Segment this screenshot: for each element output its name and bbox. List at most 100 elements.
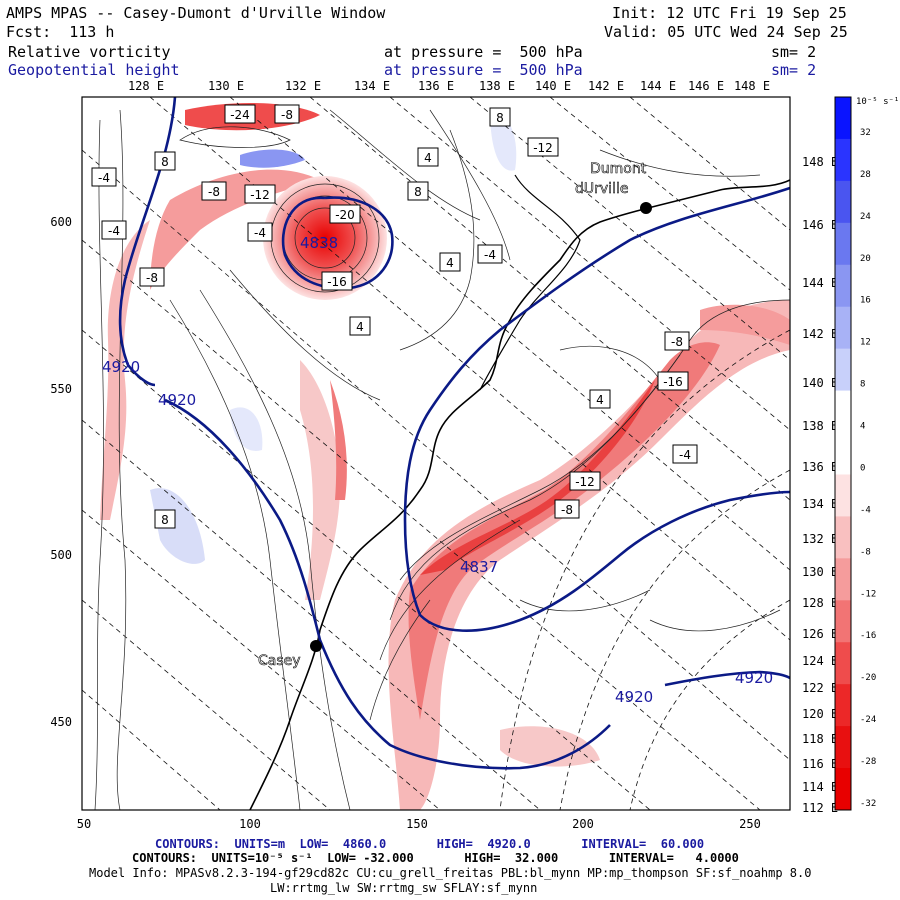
svg-text:-8: -8 bbox=[208, 185, 220, 199]
svg-text:132 E: 132 E bbox=[802, 532, 838, 546]
svg-text:-16: -16 bbox=[663, 375, 683, 389]
colorbar-label: -32 bbox=[860, 799, 876, 809]
svg-text:130 E: 130 E bbox=[208, 79, 244, 93]
vort-label: -4 bbox=[91, 167, 117, 187]
station-casey: Casey bbox=[258, 640, 322, 669]
svg-text:600: 600 bbox=[50, 215, 72, 229]
footer-contours-height: CONTOURS: UNITS=m LOW= 4860.0 HIGH= 4920… bbox=[155, 837, 705, 851]
svg-text:114 E: 114 E bbox=[802, 780, 838, 794]
vort-label: 8 bbox=[154, 509, 176, 529]
var1-smoothing: sm= 2 bbox=[771, 43, 817, 61]
svg-text:126 E: 126 E bbox=[802, 627, 838, 641]
colorbar-swatch bbox=[835, 97, 851, 140]
svg-text:-12: -12 bbox=[250, 188, 270, 202]
svg-text:116 E: 116 E bbox=[802, 757, 838, 771]
vort-label: 4 bbox=[589, 389, 611, 409]
colorbar-swatch bbox=[835, 600, 851, 643]
vort-label: 8 bbox=[407, 181, 429, 201]
svg-text:130 E: 130 E bbox=[802, 565, 838, 579]
svg-text:118 E: 118 E bbox=[802, 732, 838, 746]
var2-level: at pressure = 500 hPa bbox=[384, 61, 583, 79]
vort-label: -8 bbox=[274, 104, 300, 124]
colorbar-unit: 10⁻⁵ s⁻¹ bbox=[856, 97, 899, 107]
svg-text:124 E: 124 E bbox=[802, 654, 838, 668]
vort-label: -8 bbox=[139, 267, 165, 287]
colorbar-swatch bbox=[835, 684, 851, 727]
vort-label: -16 bbox=[657, 371, 689, 391]
svg-text:146 E: 146 E bbox=[688, 79, 724, 93]
svg-text:-4: -4 bbox=[679, 448, 691, 462]
svg-text:Casey: Casey bbox=[258, 653, 301, 669]
svg-text:138 E: 138 E bbox=[479, 79, 515, 93]
vort-label: -12 bbox=[569, 471, 601, 491]
svg-text:132 E: 132 E bbox=[285, 79, 321, 93]
colorbar-label: 20 bbox=[860, 254, 871, 264]
svg-text:128 E: 128 E bbox=[128, 79, 164, 93]
svg-text:-4: -4 bbox=[108, 224, 120, 238]
colorbar-frame bbox=[834, 96, 852, 811]
footer-model-info-2: LW:rrtmg_lw SW:rrtmg_sw SFLAY:sf_mynn bbox=[270, 881, 538, 895]
svg-text:4920: 4920 bbox=[735, 669, 773, 687]
colorbar-swatch bbox=[835, 306, 851, 350]
svg-text:-8: -8 bbox=[671, 335, 683, 349]
svg-text:-20: -20 bbox=[335, 208, 355, 222]
forecast-hour: Fcst: 113 h bbox=[6, 23, 115, 41]
svg-text:550: 550 bbox=[50, 382, 72, 396]
svg-text:450: 450 bbox=[50, 715, 72, 729]
vort-label: -8 bbox=[201, 181, 227, 201]
var1-name: Relative vorticity bbox=[8, 43, 171, 61]
height-labels: 4920 4920 4920 4920 4837 4838 bbox=[102, 234, 773, 706]
map-area: -24 -8 -12 -4 -20 -16 -8 8 4 -4 -12 -8 -… bbox=[82, 97, 790, 810]
svg-text:148 E: 148 E bbox=[802, 155, 838, 169]
colorbar-label: 16 bbox=[860, 296, 871, 306]
svg-text:142 E: 142 E bbox=[588, 79, 624, 93]
svg-text:100: 100 bbox=[239, 817, 261, 831]
svg-text:-8: -8 bbox=[281, 108, 293, 122]
station-dumont-durville: Dumont dUrville bbox=[575, 161, 652, 214]
vort-label: 8 bbox=[489, 107, 511, 127]
top-lon-labels: 128 E 130 E 132 E 134 E 136 E 138 E 140 … bbox=[128, 79, 770, 93]
colorbar-label: 32 bbox=[860, 128, 871, 138]
svg-text:136 E: 136 E bbox=[802, 460, 838, 474]
colorbar-swatch bbox=[835, 768, 851, 811]
vorticity-labels: -24 -8 -12 -4 -20 -16 -8 8 4 -4 -12 -8 -… bbox=[91, 104, 698, 529]
colorbar-swatch bbox=[835, 222, 851, 266]
svg-text:-8: -8 bbox=[146, 271, 158, 285]
svg-text:4: 4 bbox=[356, 320, 364, 334]
vort-label: -4 bbox=[672, 444, 698, 464]
svg-text:-8: -8 bbox=[561, 503, 573, 517]
colorbar-label: 8 bbox=[860, 380, 865, 390]
svg-text:dUrville: dUrville bbox=[575, 181, 628, 197]
svg-text:122 E: 122 E bbox=[802, 681, 838, 695]
colorbar-label: 0 bbox=[860, 463, 865, 473]
svg-text:4920: 4920 bbox=[158, 391, 196, 409]
vort-label: -12 bbox=[527, 137, 559, 157]
vort-label: -8 bbox=[554, 499, 580, 519]
valid-time: Valid: 05 UTC Wed 24 Sep 25 bbox=[604, 23, 848, 41]
vort-label: -4 bbox=[101, 220, 127, 240]
vort-label: 4 bbox=[417, 147, 439, 167]
svg-text:-4: -4 bbox=[254, 226, 266, 240]
svg-text:128 E: 128 E bbox=[802, 596, 838, 610]
svg-text:200: 200 bbox=[572, 817, 594, 831]
vort-label: -4 bbox=[247, 222, 273, 242]
colorbar-label: 12 bbox=[860, 338, 871, 348]
colorbar-label: -20 bbox=[860, 673, 876, 683]
svg-text:50: 50 bbox=[77, 817, 91, 831]
vort-label: -16 bbox=[321, 271, 353, 291]
svg-text:134 E: 134 E bbox=[354, 79, 390, 93]
colorbar-label: -28 bbox=[860, 757, 876, 767]
vort-label: -24 bbox=[224, 104, 256, 124]
colorbar-swatch bbox=[835, 642, 851, 685]
svg-text:250: 250 bbox=[739, 817, 761, 831]
colorbar-swatch bbox=[835, 138, 851, 182]
svg-text:142 E: 142 E bbox=[802, 327, 838, 341]
colorbar: 32 28 24 20 16 12 8 4 0 -4 -8 -12 -16 -20 -24 -28 -32 bbox=[834, 96, 876, 811]
vort-label: 8 bbox=[154, 151, 176, 171]
vort-label: 4 bbox=[349, 316, 371, 336]
colorbar-label: -8 bbox=[860, 547, 871, 557]
x-axis-ticks: 50 100 150 200 250 bbox=[77, 817, 761, 831]
svg-text:8: 8 bbox=[414, 185, 422, 199]
svg-text:8: 8 bbox=[496, 111, 504, 125]
svg-text:4920: 4920 bbox=[615, 688, 653, 706]
